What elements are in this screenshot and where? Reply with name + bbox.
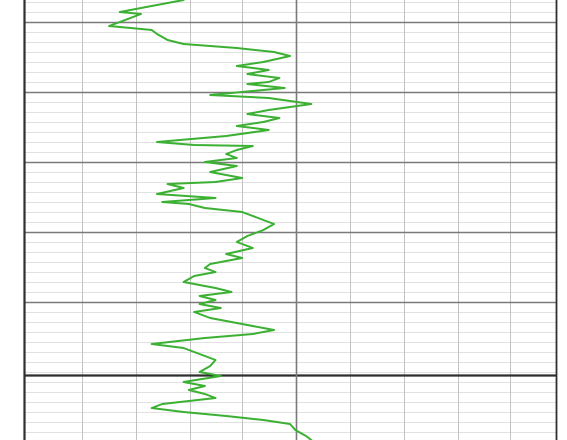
grid-major xyxy=(24,0,556,440)
series-line-0 xyxy=(108,0,313,440)
grid-minor-vertical xyxy=(82,0,511,440)
series-layer xyxy=(108,0,313,440)
grid-minor-horizontal xyxy=(24,2,556,433)
